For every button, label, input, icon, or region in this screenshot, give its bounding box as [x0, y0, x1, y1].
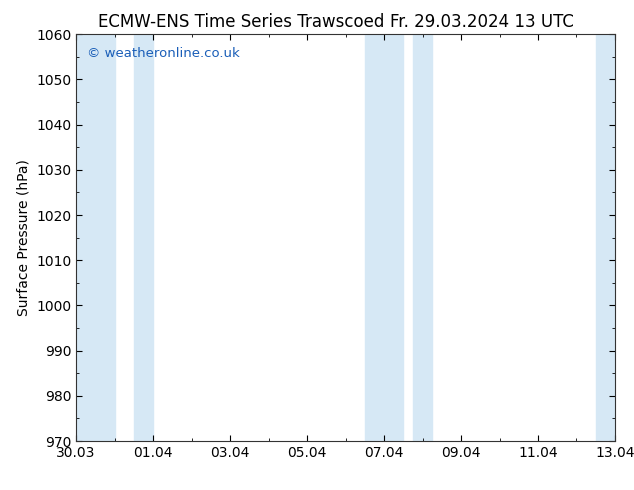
Text: ECMW-ENS Time Series Trawscoed: ECMW-ENS Time Series Trawscoed [98, 13, 384, 31]
Bar [413, 34, 432, 441]
Bar [596, 34, 615, 441]
Text: Fr. 29.03.2024 13 UTC: Fr. 29.03.2024 13 UTC [390, 13, 574, 31]
Bar [134, 34, 153, 441]
Y-axis label: Surface Pressure (hPa): Surface Pressure (hPa) [16, 159, 30, 316]
Text: © weatheronline.co.uk: © weatheronline.co.uk [87, 47, 240, 59]
Bar [365, 34, 403, 441]
Bar [76, 34, 115, 441]
